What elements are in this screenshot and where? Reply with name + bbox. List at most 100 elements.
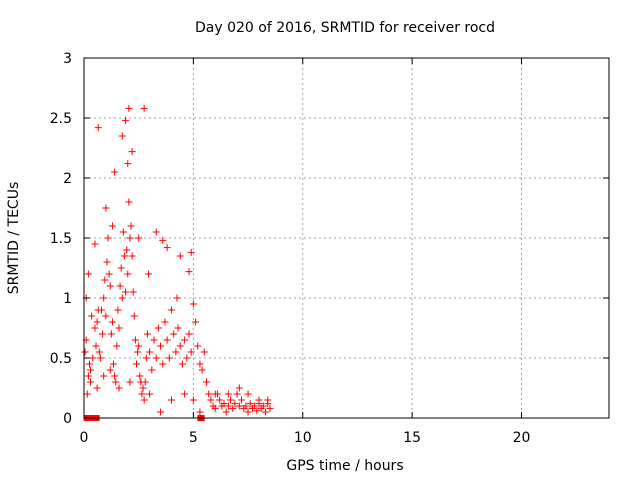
- data-point: [88, 312, 96, 320]
- data-point: [262, 408, 270, 416]
- data-point: [181, 390, 189, 398]
- data-point: [168, 306, 175, 314]
- data-point: [159, 360, 167, 368]
- data-point: [87, 366, 95, 374]
- y-tick-label: 0.5: [50, 351, 72, 367]
- data-point: [122, 288, 130, 296]
- data-point: [105, 270, 113, 278]
- y-tick-label: 1.5: [50, 231, 72, 247]
- data-point: [142, 354, 150, 362]
- data-point: [211, 404, 219, 412]
- data-point: [185, 268, 193, 276]
- data-point: [196, 408, 204, 416]
- data-point: [242, 402, 250, 410]
- data-point: [99, 330, 107, 338]
- data-point: [85, 360, 93, 368]
- data-point: [110, 360, 118, 368]
- data-point: [106, 282, 114, 290]
- data-point: [159, 236, 167, 244]
- x-tick-label: 15: [403, 430, 421, 446]
- data-point: [126, 234, 134, 242]
- data-point: [165, 354, 173, 362]
- data-point: [96, 354, 104, 362]
- data-point: [172, 348, 180, 356]
- data-point: [266, 404, 274, 412]
- data-point: [181, 336, 189, 344]
- chart-title: Day 020 of 2016, SRMTID for receiver roc…: [195, 20, 495, 36]
- data-point: [128, 252, 136, 260]
- data-point: [98, 306, 105, 314]
- data-point: [93, 318, 101, 326]
- data-point: [168, 396, 175, 404]
- tick-labels: 0 0.5 1 1.5 2 2.5 3 0 5 10 15 20: [50, 51, 531, 446]
- y-tick-label: 2.5: [50, 111, 72, 127]
- data-point: [94, 124, 102, 132]
- data-point: [233, 390, 241, 398]
- x-tick-label: 10: [294, 430, 312, 446]
- data-point: [224, 402, 232, 410]
- data-point: [107, 330, 115, 338]
- data-point: [117, 264, 125, 272]
- data-point: [205, 390, 213, 398]
- x-tick-label: 5: [189, 430, 198, 446]
- data-point: [185, 330, 193, 338]
- data-point: [93, 384, 101, 392]
- data-point: [170, 330, 178, 338]
- data-point: [187, 248, 195, 256]
- data-point: [216, 396, 224, 404]
- data-points: [81, 104, 274, 421]
- data-point: [139, 384, 147, 392]
- data-point: [203, 378, 210, 386]
- data-point: [200, 348, 208, 356]
- data-point: [81, 348, 89, 356]
- data-point: [114, 306, 122, 314]
- data-point: [127, 222, 135, 230]
- data-point: [137, 378, 145, 386]
- data-point: [152, 354, 160, 362]
- data-point: [187, 348, 195, 356]
- data-point: [183, 354, 191, 362]
- data-point: [95, 348, 103, 356]
- data-point: [102, 204, 110, 212]
- data-point: [125, 104, 133, 112]
- data-point: [92, 342, 100, 350]
- data-point: [157, 408, 165, 416]
- data-point: [251, 402, 259, 410]
- data-point: [163, 244, 171, 252]
- data-point: [229, 404, 237, 412]
- data-point: [87, 378, 95, 386]
- data-point: [104, 234, 112, 242]
- data-point: [135, 234, 143, 242]
- data-point: [111, 168, 119, 176]
- data-point: [146, 348, 154, 356]
- data-point: [176, 252, 184, 260]
- data-point: [118, 132, 126, 140]
- data-point: [131, 336, 139, 344]
- y-tick-label: 1: [63, 291, 72, 307]
- grid: [84, 58, 609, 418]
- data-point: [211, 390, 219, 398]
- data-point: [136, 372, 144, 380]
- data-point: [174, 324, 182, 332]
- data-point: [101, 276, 109, 284]
- x-tick-label: 20: [513, 430, 531, 446]
- data-point: [264, 396, 272, 404]
- data-point: [173, 294, 181, 302]
- y-axis-label: SRMTID / TECUs: [6, 182, 22, 295]
- data-point: [106, 366, 114, 374]
- data-point: [100, 294, 108, 302]
- data-point: [89, 354, 97, 362]
- data-point: [238, 396, 245, 404]
- data-point: [244, 390, 252, 398]
- data-point: [100, 372, 108, 380]
- data-point: [244, 408, 252, 416]
- data-point: [128, 148, 136, 156]
- data-point: [227, 396, 235, 404]
- data-point: [115, 384, 123, 392]
- data-point: [103, 258, 111, 266]
- data-point: [123, 246, 131, 254]
- data-point: [143, 330, 151, 338]
- data-point: [84, 270, 92, 278]
- data-point: [84, 372, 92, 380]
- data-point: [116, 282, 124, 290]
